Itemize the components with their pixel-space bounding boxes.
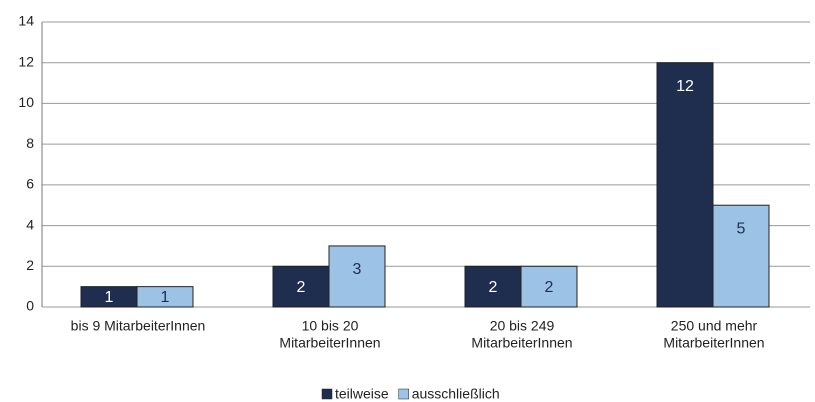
value-label: 2 [489, 279, 498, 296]
y-tick-label: 14 [18, 13, 34, 29]
y-tick-label: 12 [18, 53, 34, 69]
legend-swatch [398, 388, 409, 400]
y-tick-label: 8 [26, 135, 34, 151]
y-tick-label: 0 [26, 298, 34, 314]
y-tick-label: 6 [26, 176, 34, 192]
value-label: 1 [161, 289, 170, 306]
value-label: 1 [105, 289, 114, 306]
bar [272, 265, 330, 308]
bar [464, 265, 522, 308]
value-label: 5 [737, 220, 746, 237]
legend-swatch [321, 388, 333, 400]
legend-label: teilweise [335, 386, 389, 402]
y-tick-label: 10 [18, 94, 34, 110]
y-tick-label: 2 [26, 257, 34, 273]
x-tick-label: 10 bis 20 [302, 318, 359, 334]
x-tick-label: MitarbeiterInnen [279, 335, 380, 351]
x-tick-label: 20 bis 249 [490, 318, 555, 334]
value-label: 3 [353, 261, 362, 278]
x-tick-label: MitarbeiterInnen [663, 335, 764, 351]
value-label: 2 [297, 279, 306, 296]
value-label: 12 [676, 78, 694, 95]
x-tick-label: bis 9 MitarbeiterInnen [71, 318, 206, 334]
legend-label: ausschließlich [412, 386, 500, 402]
value-label: 2 [545, 279, 554, 296]
bar [520, 265, 578, 308]
bar [656, 62, 714, 308]
x-tick-label: 250 und mehr [671, 318, 758, 334]
bar [328, 245, 386, 308]
x-tick-label: MitarbeiterInnen [471, 335, 572, 351]
bar [136, 286, 194, 308]
y-tick-label: 4 [26, 216, 34, 232]
bar [712, 204, 770, 308]
